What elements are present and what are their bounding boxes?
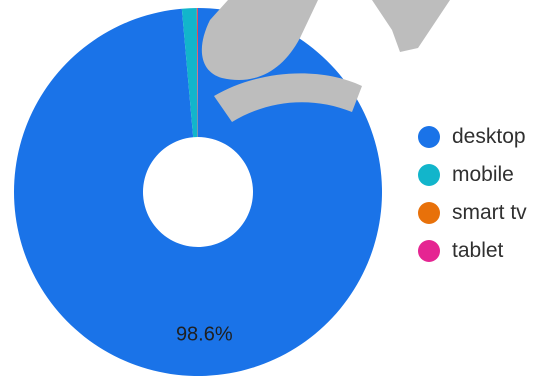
slice-smart-tv[interactable] [196,8,198,138]
legend-label-tablet: tablet [452,239,504,262]
slice-tablet[interactable] [197,8,198,138]
legend-swatch-tablet [418,240,440,262]
data-label-desktop: 98.6% [176,324,233,346]
legend-label-smart-tv: smart tv [452,201,527,224]
chart-legend: desktop mobile smart tv tablet [418,118,557,270]
legend-label-desktop: desktop [452,125,526,148]
legend-item-smart-tv[interactable]: smart tv [418,194,557,232]
labels-group: 98.6% [176,324,233,346]
legend-item-tablet[interactable]: tablet [418,232,557,270]
legend-swatch-desktop [418,126,440,148]
legend-item-mobile[interactable]: mobile [418,156,557,194]
slices-group [13,8,383,376]
legend-swatch-smart-tv [418,202,440,224]
slice-mobile[interactable] [181,8,198,138]
watermark-shape [201,0,450,122]
legend-item-desktop[interactable]: desktop [418,118,557,156]
legend-swatch-mobile [418,164,440,186]
legend-label-mobile: mobile [452,163,514,186]
